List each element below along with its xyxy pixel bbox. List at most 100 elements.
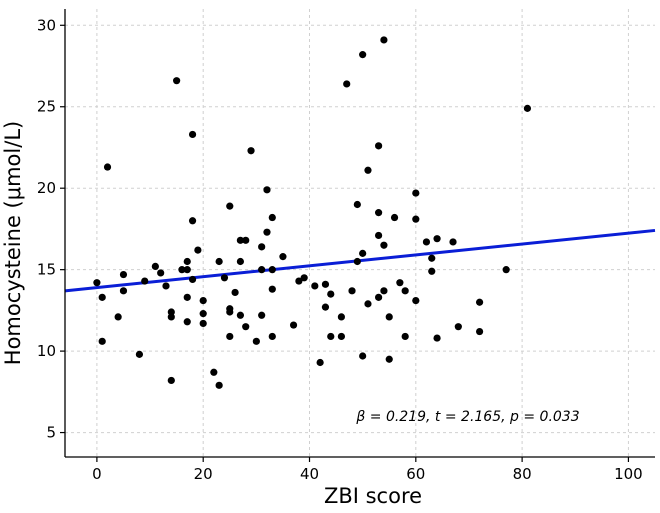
- data-point: [151, 262, 159, 270]
- data-point: [321, 280, 330, 288]
- data-point: [188, 130, 197, 139]
- data-point: [258, 311, 266, 319]
- data-point: [327, 332, 335, 341]
- y-tick-label: 5: [46, 424, 56, 442]
- data-point: [242, 236, 250, 244]
- data-point: [183, 257, 191, 266]
- y-tick-label: 30: [37, 16, 56, 34]
- data-point: [141, 277, 149, 285]
- data-point: [380, 287, 388, 295]
- data-point: [359, 249, 367, 257]
- data-point: [98, 337, 106, 345]
- x-tick-label: 80: [513, 465, 532, 483]
- data-point: [375, 209, 383, 217]
- data-point: [428, 267, 436, 275]
- data-point: [353, 257, 361, 266]
- data-point: [114, 313, 122, 321]
- data-point: [523, 104, 532, 112]
- x-tick-label: 60: [406, 465, 425, 483]
- data-point: [353, 200, 361, 209]
- data-point: [103, 163, 112, 171]
- data-point: [375, 231, 383, 240]
- data-point: [289, 321, 298, 329]
- data-point: [454, 323, 462, 331]
- data-point: [258, 243, 266, 251]
- data-point: [268, 332, 276, 341]
- data-point: [183, 318, 191, 326]
- data-point: [215, 381, 223, 389]
- data-point: [199, 310, 207, 318]
- data-point: [242, 323, 250, 331]
- data-point: [364, 166, 372, 174]
- data-point: [348, 287, 356, 295]
- data-point: [119, 287, 128, 295]
- data-point: [236, 236, 245, 244]
- data-point: [258, 266, 266, 274]
- y-axis-title: Homocysteine (μmol/L): [1, 121, 25, 365]
- data-point: [396, 279, 404, 287]
- data-point: [327, 290, 335, 298]
- y-tick-label: 15: [37, 261, 56, 279]
- data-point: [188, 217, 197, 225]
- data-point: [412, 297, 420, 305]
- data-point: [375, 142, 383, 150]
- data-point: [401, 287, 409, 295]
- data-point: [279, 253, 287, 261]
- data-point: [135, 350, 144, 358]
- data-point: [194, 246, 202, 254]
- data-point: [433, 235, 441, 243]
- data-point: [412, 215, 420, 223]
- y-tick-label: 20: [37, 179, 56, 197]
- data-point: [359, 352, 367, 360]
- data-point: [268, 266, 276, 274]
- data-point: [475, 298, 484, 306]
- data-point: [199, 319, 207, 328]
- data-point: [252, 337, 260, 345]
- data-point: [359, 51, 367, 59]
- data-point: [385, 355, 393, 363]
- data-point: [226, 202, 234, 210]
- grid-lines: [65, 9, 655, 457]
- data-point: [199, 297, 207, 305]
- data-point: [183, 293, 191, 301]
- data-point: [236, 311, 245, 319]
- x-axis-title: ZBI score: [324, 484, 422, 508]
- data-point: [321, 303, 330, 311]
- data-point: [475, 327, 484, 336]
- data-point: [167, 376, 175, 385]
- data-point: [188, 275, 197, 284]
- data-point: [316, 358, 324, 367]
- data-point: [422, 238, 431, 246]
- data-point: [300, 274, 308, 282]
- data-point: [390, 213, 399, 222]
- data-point: [268, 285, 276, 293]
- data-point: [380, 36, 388, 44]
- data-point: [226, 308, 234, 316]
- data-point: [401, 332, 409, 341]
- regression-statistics-annotation: β = 0.219, t = 2.165, p = 0.033: [355, 409, 579, 425]
- data-point: [231, 288, 239, 297]
- data-point: [375, 293, 383, 301]
- data-point: [215, 257, 223, 266]
- data-point: [247, 147, 255, 155]
- x-tick-label: 0: [92, 465, 102, 483]
- data-point: [268, 213, 276, 222]
- y-tick-label: 25: [37, 98, 56, 116]
- x-tick-label: 20: [194, 465, 213, 483]
- axes: [60, 9, 655, 462]
- data-point: [93, 279, 101, 287]
- data-point: [337, 332, 345, 341]
- data-point: [385, 313, 393, 321]
- data-point: [183, 266, 191, 274]
- data-point: [337, 313, 345, 321]
- data-point: [119, 270, 128, 279]
- data-point: [226, 332, 234, 341]
- data-point: [167, 313, 175, 321]
- data-point: [162, 282, 170, 290]
- data-point: [364, 300, 372, 308]
- data-point: [428, 254, 436, 262]
- data-point: [449, 238, 457, 246]
- data-point: [178, 266, 186, 274]
- data-point: [220, 274, 229, 282]
- data-point: [236, 257, 245, 266]
